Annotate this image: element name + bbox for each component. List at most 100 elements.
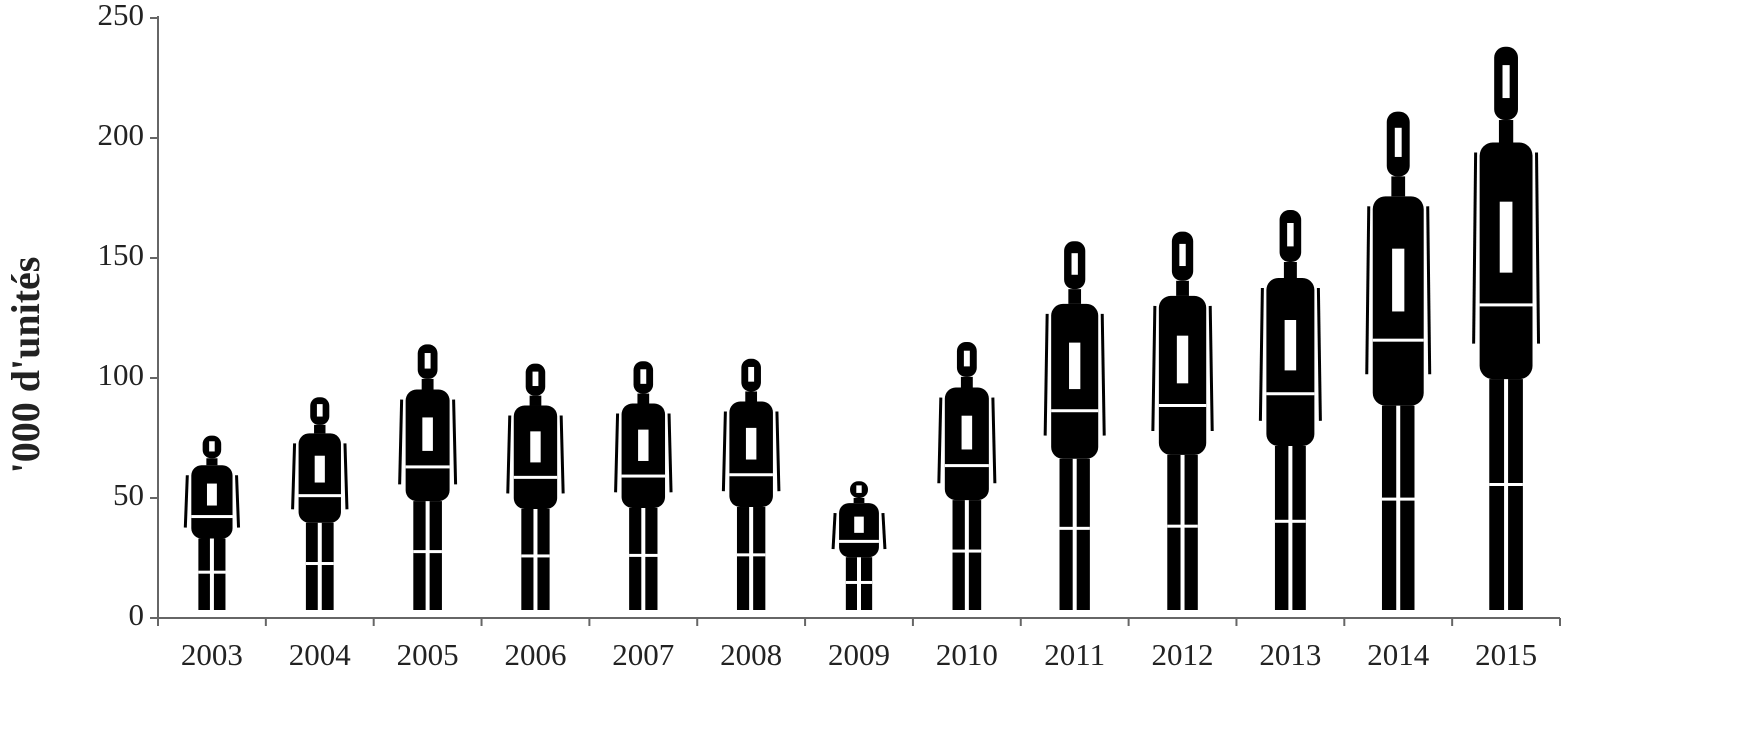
neck	[1498, 120, 1514, 143]
leg	[1400, 405, 1415, 610]
belt	[298, 494, 341, 498]
neck	[1283, 262, 1297, 278]
arm	[1472, 152, 1478, 344]
neck	[529, 395, 542, 406]
arm	[1365, 206, 1371, 375]
y-axis-label: '000 d'unités	[3, 257, 48, 474]
x-tick-label: 2007	[612, 637, 674, 672]
neck	[853, 497, 865, 504]
belt	[944, 464, 989, 468]
leg	[1059, 458, 1073, 610]
torso-detail	[530, 431, 541, 463]
arm	[1043, 313, 1049, 436]
belt	[1266, 392, 1315, 396]
leg	[1076, 458, 1090, 610]
person-figure	[937, 342, 997, 610]
neck	[745, 391, 758, 402]
leg	[1292, 446, 1306, 610]
eye	[1394, 127, 1402, 157]
belt	[1051, 409, 1099, 413]
leg-gap	[1274, 519, 1306, 523]
leg	[521, 508, 534, 610]
x-tick-label: 2014	[1367, 637, 1430, 672]
x-tick-label: 2015	[1475, 637, 1537, 672]
x-tick-label: 2012	[1152, 637, 1214, 672]
torso-detail	[314, 455, 325, 483]
y-tick-label: 200	[98, 117, 145, 152]
leg	[1381, 405, 1397, 610]
y-tick-label: 0	[129, 597, 145, 632]
belt	[513, 475, 558, 479]
x-tick-label: 2004	[289, 637, 352, 672]
leg	[413, 501, 426, 610]
leg	[1508, 379, 1523, 610]
leg	[645, 507, 658, 610]
leg-gap	[521, 554, 550, 558]
belt	[1372, 338, 1424, 342]
eye	[209, 441, 215, 452]
leg-gap	[1489, 482, 1523, 486]
torso-detail	[422, 417, 433, 451]
torso-detail	[638, 429, 649, 461]
torso-detail	[745, 427, 757, 460]
y-tick-label: 250	[98, 0, 145, 32]
leg	[321, 522, 334, 610]
torso-detail	[1392, 248, 1405, 312]
arm	[506, 415, 512, 494]
leg	[429, 501, 442, 610]
x-tick-label: 2011	[1044, 637, 1105, 672]
arm	[559, 415, 565, 494]
neck	[1176, 280, 1189, 296]
eye	[424, 353, 431, 369]
arm	[614, 413, 620, 493]
eye	[316, 404, 323, 417]
neck	[1068, 289, 1082, 304]
belt	[621, 474, 666, 478]
leg	[198, 538, 210, 610]
arm	[291, 443, 297, 510]
arm	[1258, 287, 1264, 421]
leg-gap	[413, 550, 442, 554]
person-figure	[1043, 241, 1106, 610]
eye	[748, 366, 755, 382]
person-figure	[1365, 111, 1432, 610]
leg	[213, 538, 226, 610]
leg	[968, 500, 982, 610]
belt	[729, 473, 773, 477]
leg-gap	[952, 549, 982, 553]
torso-detail	[1176, 335, 1189, 384]
person-figure	[291, 397, 349, 610]
neck	[421, 378, 434, 390]
torso-detail	[1069, 342, 1081, 390]
torso-detail	[1499, 201, 1513, 273]
leg	[1167, 454, 1181, 610]
leg	[736, 507, 750, 610]
eye	[1071, 253, 1078, 275]
x-tick-label: 2005	[397, 637, 459, 672]
torso-detail	[854, 516, 864, 533]
leg	[753, 507, 766, 610]
eye	[1502, 65, 1510, 99]
leg-gap	[1059, 526, 1090, 530]
leg-gap	[736, 553, 766, 557]
person-figure	[506, 363, 565, 610]
neck	[314, 424, 326, 434]
x-tick-label: 2013	[1259, 637, 1321, 672]
arm	[721, 411, 727, 492]
leg-gap	[1167, 524, 1198, 528]
eye	[640, 369, 647, 384]
neck	[1391, 176, 1406, 197]
leg-gap	[845, 580, 873, 584]
eye	[1179, 243, 1186, 267]
belt	[1158, 403, 1207, 407]
arm	[1316, 287, 1322, 421]
leg	[629, 507, 642, 610]
torso-detail	[206, 483, 217, 506]
belt	[191, 515, 233, 519]
arm	[1208, 305, 1214, 432]
arm	[1426, 206, 1432, 375]
neck	[206, 458, 218, 466]
arm	[881, 513, 887, 550]
arm	[398, 399, 404, 485]
